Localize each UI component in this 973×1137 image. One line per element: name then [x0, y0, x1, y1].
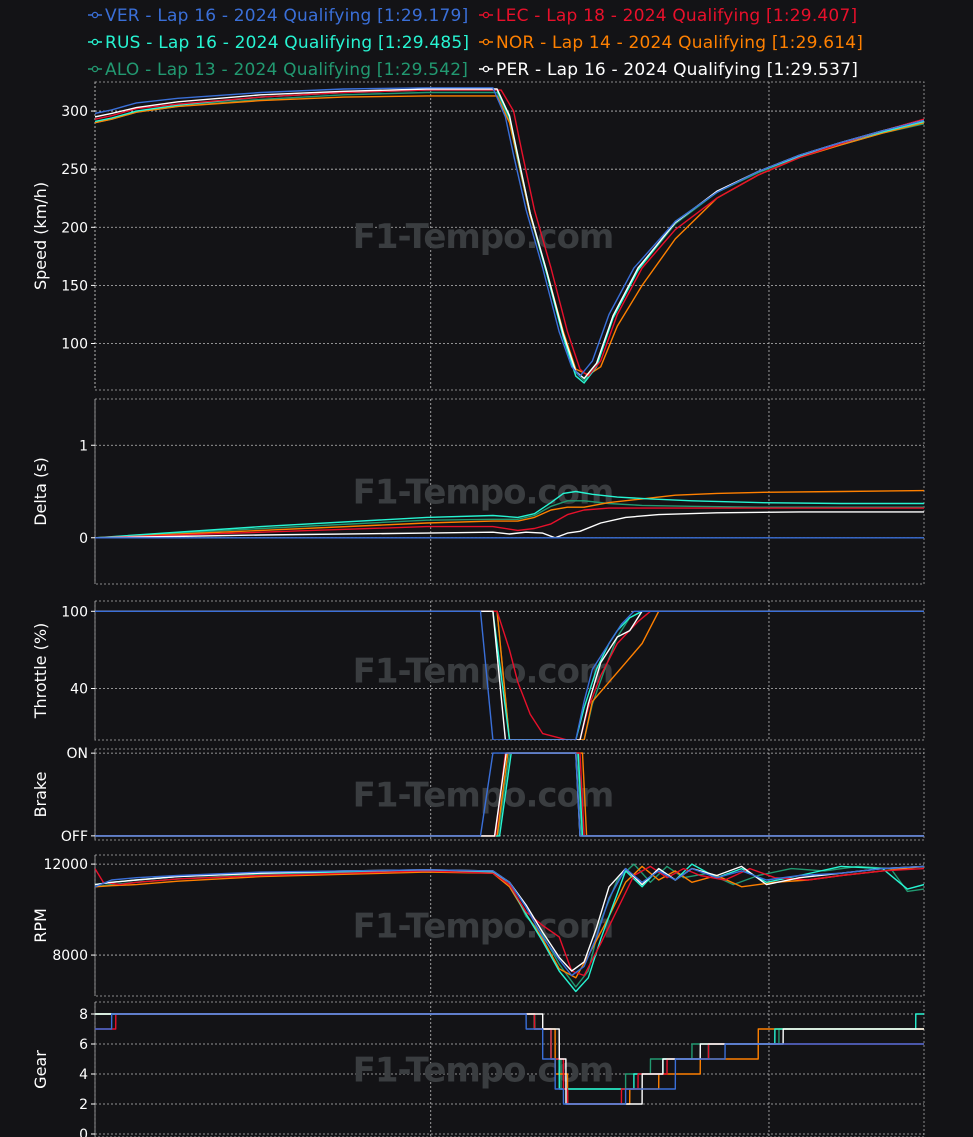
delta-series-lec — [95, 507, 924, 539]
y-tick-label: 100 — [61, 604, 88, 620]
legend-item-ver: VER - Lap 16 - 2024 Qualifying [1:29.179… — [88, 6, 468, 26]
throttle-series-group — [95, 610, 924, 740]
gear-series-lec — [95, 1013, 924, 1105]
y-tick-label: 1 — [79, 438, 88, 454]
throttle-series-lec — [95, 610, 924, 740]
legend-label: RUS - Lap 16 - 2024 Qualifying [1:29.485… — [105, 33, 469, 53]
legend-item-per: PER - Lap 16 - 2024 Qualifying [1:29.537… — [479, 60, 858, 80]
gear-series-group — [95, 1013, 924, 1105]
watermark: F1-Tempo.com — [353, 652, 614, 692]
brake-series-group — [95, 752, 924, 837]
y-tick-label: 300 — [61, 104, 88, 120]
legend-label: LEC - Lap 18 - 2024 Qualifying [1:29.407… — [496, 6, 857, 26]
y-tick-label: 100 — [61, 337, 88, 353]
y-tick-label: 8000 — [52, 948, 88, 964]
watermark: F1-Tempo.com — [353, 776, 614, 816]
legend-item-rus: RUS - Lap 16 - 2024 Qualifying [1:29.485… — [88, 33, 469, 53]
legend-marker — [91, 38, 99, 46]
y-tick-label: 12000 — [43, 857, 88, 873]
rpm-axis-title: RPM — [31, 908, 50, 943]
rpm-series-rus — [95, 863, 924, 993]
speed-panel: 100 150 200 250 300 Speed (km/h) F1-Tempo.com — [31, 81, 925, 391]
speed-series-group — [95, 87, 924, 384]
legend-marker — [482, 65, 490, 73]
legend-item-alo: ALO - Lap 13 - 2024 Qualifying [1:29.542… — [88, 60, 468, 80]
legend-item-nor: NOR - Lap 14 - 2024 Qualifying [1:29.614… — [479, 33, 863, 53]
legend-label: ALO - Lap 13 - 2024 Qualifying [1:29.542… — [105, 60, 468, 80]
delta-series-rus — [95, 490, 924, 539]
throttle-panel: 40 100 Throttle (%) F1-Tempo.com — [31, 600, 925, 741]
throttle-series-rus — [95, 610, 924, 740]
y-tick-label: 2 — [79, 1097, 88, 1113]
y-tick-label: 0 — [79, 531, 88, 547]
y-tick-label: 0 — [79, 1127, 88, 1137]
watermark: F1-Tempo.com — [353, 1051, 614, 1091]
delta-frame — [94, 398, 925, 585]
throttle-axis-title: Throttle (%) — [31, 623, 50, 720]
brake-axis-title: Brake — [31, 772, 50, 818]
chart-legend: VER - Lap 16 - 2024 Qualifying [1:29.179… — [88, 6, 863, 80]
speed-series-lec — [95, 89, 924, 377]
rpm-series-ver — [95, 865, 924, 977]
legend-label: NOR - Lap 14 - 2024 Qualifying [1:29.614… — [496, 33, 863, 53]
delta-series-nor — [95, 489, 924, 539]
rpm-series-lec — [95, 865, 924, 977]
brake-panel: OFF ON Brake F1-Tempo.com — [31, 746, 925, 845]
y-tick-label: 4 — [79, 1067, 88, 1083]
gear-axis-title: Gear — [31, 1050, 50, 1089]
rpm-series-group — [95, 863, 924, 993]
y-tick-label: 200 — [61, 220, 88, 236]
delta-series-per — [95, 511, 924, 539]
delta-axis-title: Delta (s) — [31, 457, 50, 526]
y-tick-label: 250 — [61, 162, 88, 178]
brake-series-ver — [95, 752, 924, 837]
rpm-panel: 8000 12000 RPM F1-Tempo.com — [31, 854, 925, 997]
gear-frame — [94, 1001, 925, 1137]
watermark: F1-Tempo.com — [353, 907, 614, 947]
rpm-frame — [94, 854, 925, 997]
legend-marker — [482, 38, 490, 46]
speed-series-ver — [95, 87, 924, 377]
throttle-series-ver — [95, 610, 924, 740]
y-tick-label: 6 — [79, 1037, 88, 1053]
legend-label: VER - Lap 16 - 2024 Qualifying [1:29.179… — [105, 6, 468, 26]
delta-series-group — [95, 489, 924, 539]
legend-item-lec: LEC - Lap 18 - 2024 Qualifying [1:29.407… — [479, 6, 857, 26]
gear-series-ver — [95, 1013, 924, 1105]
delta-series-alo — [95, 500, 924, 539]
y-tick-label: 150 — [61, 278, 88, 294]
throttle-series-per — [95, 610, 924, 740]
watermark: F1-Tempo.com — [353, 217, 614, 257]
gear-panel: 0 2 4 6 8 Gear F1-Tempo.com — [31, 1001, 925, 1137]
y-tick-label: 8 — [79, 1007, 88, 1023]
y-tick-label: 40 — [70, 682, 88, 698]
y-tick-label: ON — [67, 746, 89, 762]
speed-axis-title: Speed (km/h) — [31, 182, 50, 290]
legend-marker — [482, 11, 490, 19]
legend-marker — [91, 65, 99, 73]
legend-label: PER - Lap 16 - 2024 Qualifying [1:29.537… — [496, 60, 858, 80]
legend-marker — [91, 11, 99, 19]
y-tick-label: OFF — [61, 829, 88, 845]
